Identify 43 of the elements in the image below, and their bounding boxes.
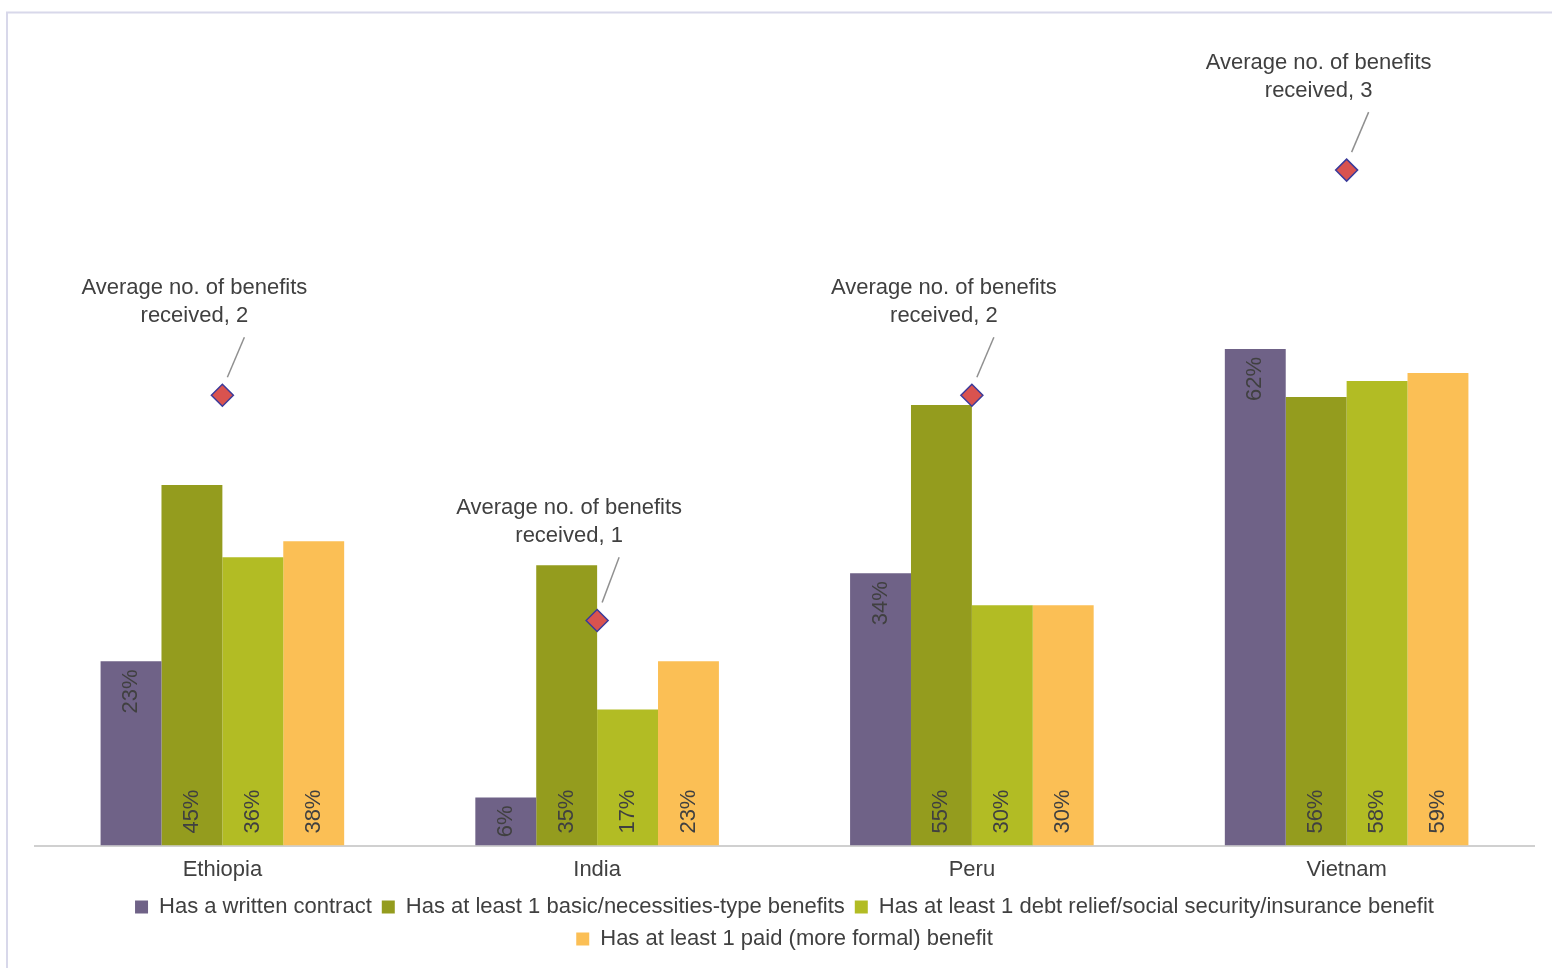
data-label: 6% — [491, 805, 517, 838]
bar — [1224, 348, 1286, 846]
bar — [1346, 380, 1408, 846]
data-label: 17% — [613, 789, 639, 834]
bar — [161, 485, 223, 846]
bar — [597, 709, 659, 846]
data-label: 23% — [674, 789, 700, 834]
data-label: Average no. of benefits received, 3 — [1205, 49, 1432, 103]
bar — [1407, 372, 1469, 846]
data-label: 30% — [988, 789, 1014, 834]
legend-label: Has at least 1 paid (more formal) benefit — [600, 925, 993, 951]
data-label: 55% — [927, 789, 953, 834]
bar — [1285, 397, 1347, 846]
legend-label: Has a written contract — [159, 893, 372, 919]
data-label: 62% — [1241, 356, 1267, 401]
data-label: 30% — [1049, 789, 1075, 834]
data-label: 36% — [238, 789, 264, 834]
bar — [1032, 605, 1094, 846]
data-label: Average no. of benefits received, 2 — [830, 274, 1057, 328]
x-tick-label: Peru — [948, 855, 996, 881]
bar — [283, 541, 345, 846]
data-label: 35% — [552, 789, 578, 834]
bar — [850, 573, 911, 846]
data-label: 45% — [177, 789, 203, 834]
data-label: 38% — [299, 789, 325, 834]
x-tick-label: India — [573, 855, 622, 881]
legend-label: Has at least 1 debt relief/social security/insurance benefit — [878, 893, 1434, 919]
data-label: 34% — [866, 581, 892, 626]
bar — [971, 605, 1033, 846]
legend-label: Has at least 1 basic/necessities-type benefits — [405, 893, 845, 919]
bar — [658, 661, 719, 846]
data-label: 56% — [1302, 789, 1328, 834]
data-label: 58% — [1363, 789, 1389, 834]
data-label: Average no. of benefits received, 2 — [81, 274, 308, 328]
data-label: Average no. of benefits received, 1 — [456, 494, 683, 548]
x-tick-label: Vietnam — [1306, 855, 1387, 881]
bar — [910, 405, 972, 846]
data-label: 23% — [117, 669, 143, 714]
bar — [100, 661, 162, 846]
bar — [536, 565, 598, 846]
x-tick-label: Ethiopia — [182, 855, 263, 881]
bar — [222, 557, 284, 846]
data-label: 59% — [1424, 789, 1450, 834]
